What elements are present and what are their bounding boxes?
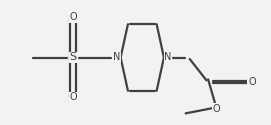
Text: S: S xyxy=(70,52,77,62)
Text: O: O xyxy=(69,12,77,22)
Text: O: O xyxy=(213,104,221,114)
Text: N: N xyxy=(113,52,120,62)
Text: O: O xyxy=(69,92,77,102)
Text: N: N xyxy=(164,52,172,62)
Text: O: O xyxy=(248,77,256,87)
